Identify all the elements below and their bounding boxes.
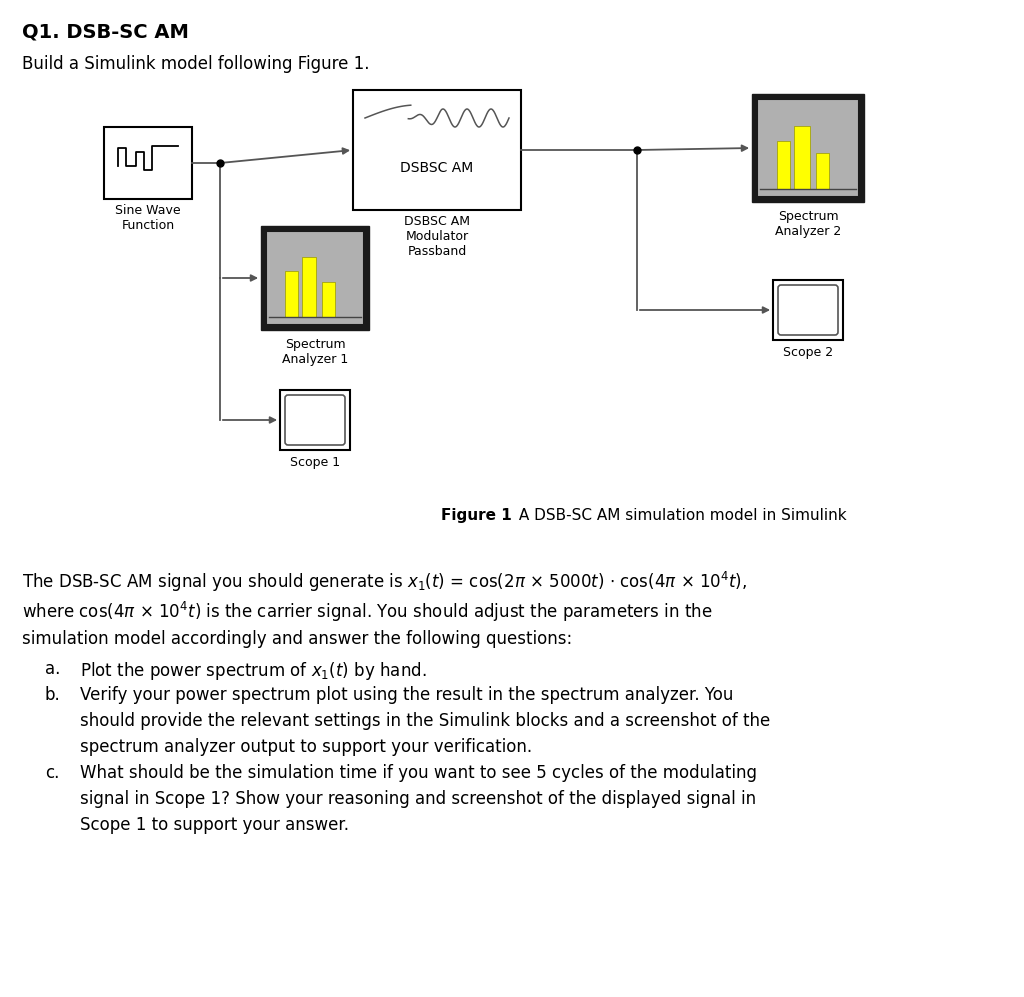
Text: c.: c. xyxy=(45,764,59,782)
Text: Scope 2: Scope 2 xyxy=(783,346,834,359)
Bar xyxy=(795,126,810,189)
Text: b.: b. xyxy=(45,686,60,704)
Text: What should be the simulation time if you want to see 5 cycles of the modulating: What should be the simulation time if yo… xyxy=(80,764,757,782)
Text: Scope 1 to support your answer.: Scope 1 to support your answer. xyxy=(80,816,349,834)
Bar xyxy=(752,94,864,202)
Text: A DSB-SC AM simulation model in Simulink: A DSB-SC AM simulation model in Simulink xyxy=(514,508,847,523)
FancyBboxPatch shape xyxy=(285,395,345,445)
Text: Sine Wave
Function: Sine Wave Function xyxy=(115,204,181,232)
Text: a.: a. xyxy=(45,660,60,678)
Bar xyxy=(353,90,521,210)
Text: Plot the power spectrum of $x_1$($t$) by hand.: Plot the power spectrum of $x_1$($t$) by… xyxy=(80,660,427,682)
Bar xyxy=(104,127,193,199)
Text: signal in Scope 1? Show your reasoning and screenshot of the displayed signal in: signal in Scope 1? Show your reasoning a… xyxy=(80,790,756,808)
Text: Verify your power spectrum plot using the result in the spectrum analyzer. You: Verify your power spectrum plot using th… xyxy=(80,686,733,704)
Bar xyxy=(280,390,350,450)
Text: Figure 1: Figure 1 xyxy=(441,508,512,523)
Text: Spectrum
Analyzer 1: Spectrum Analyzer 1 xyxy=(282,338,348,366)
FancyBboxPatch shape xyxy=(778,285,838,335)
Text: The DSB-SC AM signal you should generate is $x_1$($t$) = cos(2$\pi$ $\times$ 500: The DSB-SC AM signal you should generate… xyxy=(22,570,748,594)
Bar xyxy=(266,231,364,325)
Text: Build a Simulink model following Figure 1.: Build a Simulink model following Figure … xyxy=(22,55,370,73)
Bar xyxy=(261,226,369,330)
Bar xyxy=(302,257,316,317)
Text: Spectrum
Analyzer 2: Spectrum Analyzer 2 xyxy=(775,210,841,238)
Text: Scope 1: Scope 1 xyxy=(290,456,340,469)
Text: spectrum analyzer output to support your verification.: spectrum analyzer output to support your… xyxy=(80,738,532,756)
Text: DSBSC AM
Modulator
Passband: DSBSC AM Modulator Passband xyxy=(404,215,470,258)
Text: where cos(4$\pi$ $\times$ 10$^4$$t$) is the carrier signal. You should adjust th: where cos(4$\pi$ $\times$ 10$^4$$t$) is … xyxy=(22,600,713,624)
Text: DSBSC AM: DSBSC AM xyxy=(400,161,474,175)
Bar xyxy=(773,280,843,340)
Bar xyxy=(757,99,859,197)
Text: Q1. DSB-SC AM: Q1. DSB-SC AM xyxy=(22,22,188,41)
Bar xyxy=(777,141,791,189)
Bar xyxy=(323,282,335,317)
Text: simulation model accordingly and answer the following questions:: simulation model accordingly and answer … xyxy=(22,630,572,648)
Bar xyxy=(816,153,828,189)
Text: should provide the relevant settings in the Simulink blocks and a screenshot of : should provide the relevant settings in … xyxy=(80,712,770,730)
Bar xyxy=(285,271,298,317)
